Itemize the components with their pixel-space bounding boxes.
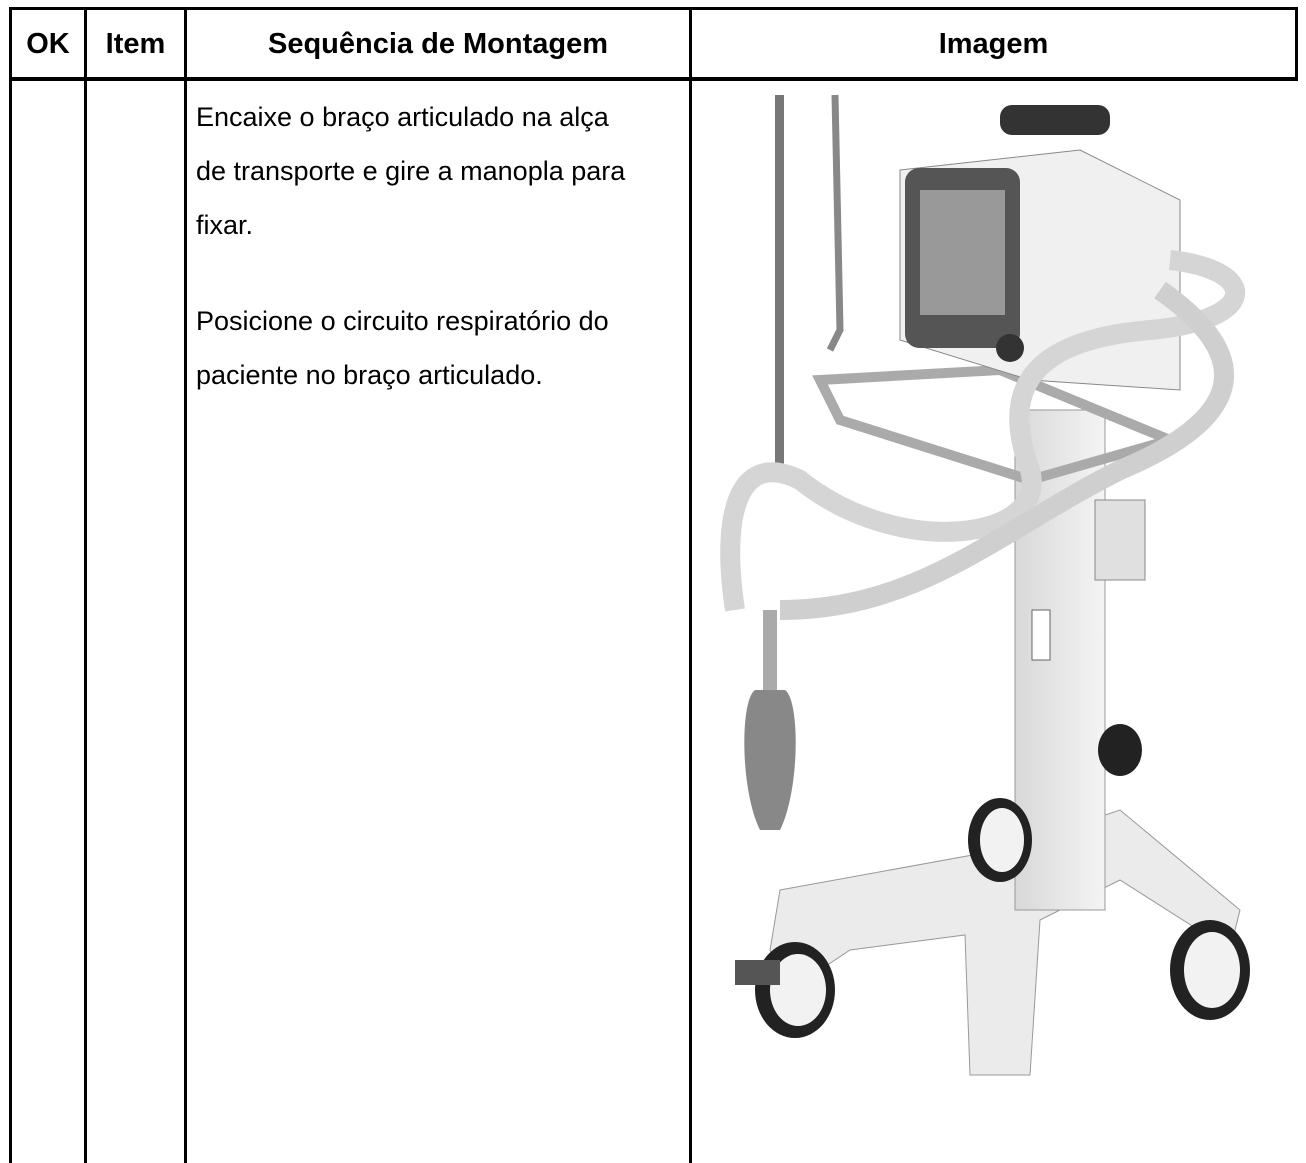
product-image (720, 94, 1250, 1076)
control-knob (996, 334, 1024, 362)
column-border (84, 7, 87, 1163)
brake-pedal (735, 960, 780, 985)
ventilator-screen (920, 190, 1005, 315)
handle (1000, 105, 1110, 135)
wheel (755, 942, 835, 1038)
breathing-tube (720, 250, 1245, 612)
iv-pole (775, 95, 784, 475)
wheel (1170, 920, 1250, 1020)
wheel (968, 798, 1032, 882)
header-cell: Item (105, 27, 166, 60)
column-border (689, 7, 692, 1163)
articulated-arm (826, 94, 844, 352)
instruction-text: Posicione o circuito respiratório do pac… (196, 306, 609, 390)
instruction-text: Encaixe o braço articulado na alça de tr… (196, 102, 626, 240)
header-cell: Sequência de Montagem (267, 27, 608, 60)
column-border (9, 7, 12, 1163)
column-border (184, 7, 187, 1163)
breathing-tube (779, 281, 1234, 620)
table-top-border (9, 7, 1298, 10)
header-cell: Imagem (938, 27, 1049, 60)
outlet (1031, 609, 1051, 661)
tray (812, 364, 1186, 486)
header-cell: OK (26, 27, 70, 60)
breathing-bag (744, 690, 796, 830)
knob (1098, 724, 1142, 776)
bracket (1094, 499, 1146, 581)
column-border (1295, 7, 1298, 81)
header-bottom-border (9, 77, 1298, 81)
